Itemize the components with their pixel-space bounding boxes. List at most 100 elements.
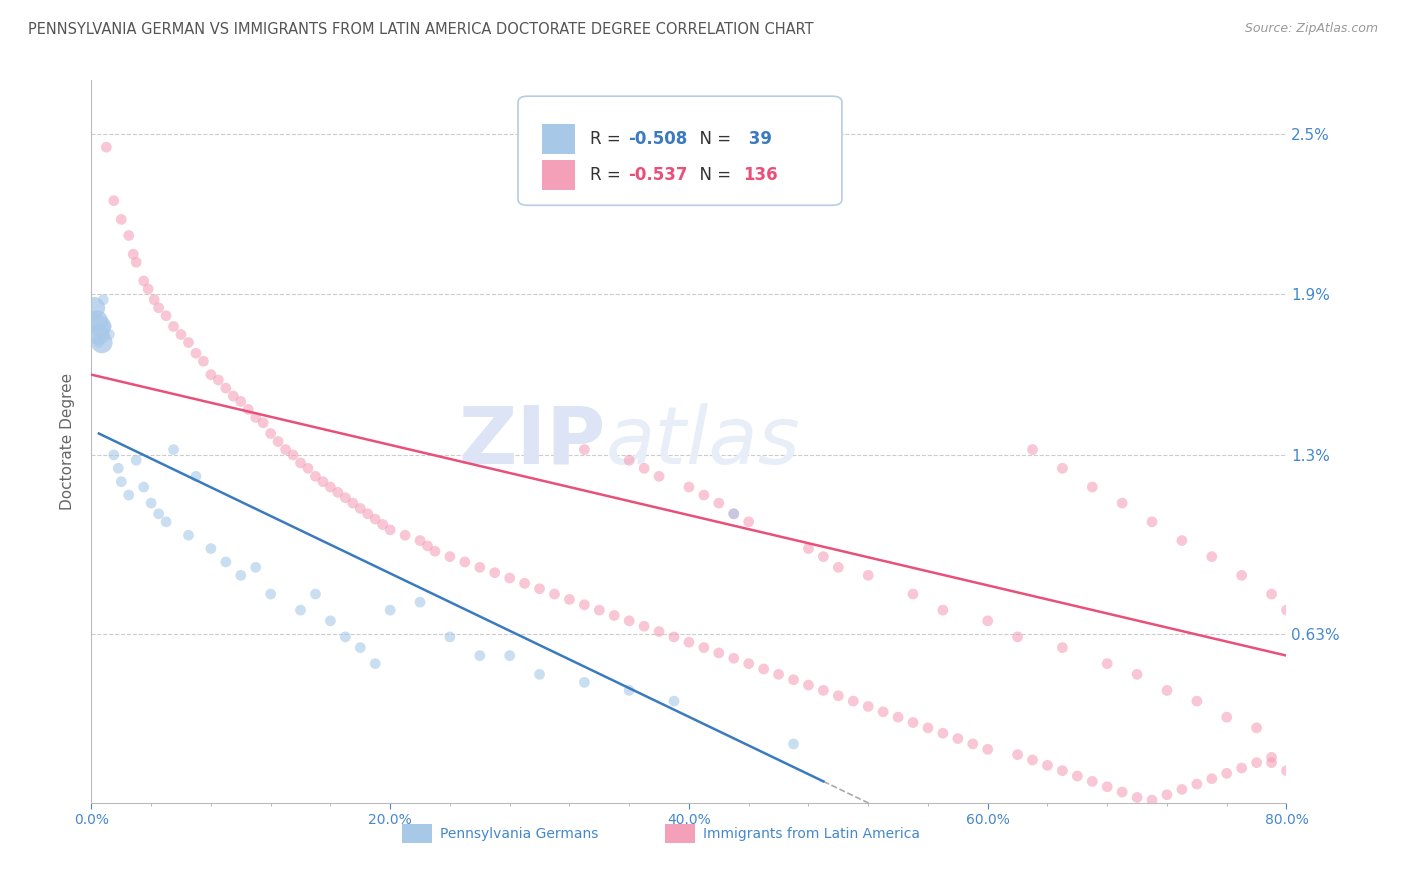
- Point: [723, 507, 745, 521]
- Point: [281, 448, 304, 462]
- Point: [357, 507, 380, 521]
- Point: [1066, 769, 1088, 783]
- Point: [588, 603, 610, 617]
- Point: [184, 346, 207, 360]
- Point: [136, 282, 159, 296]
- Point: [319, 614, 342, 628]
- Point: [1021, 753, 1043, 767]
- Point: [229, 568, 252, 582]
- Point: [1246, 721, 1268, 735]
- Point: [245, 560, 267, 574]
- Point: [856, 568, 880, 582]
- Point: [648, 469, 671, 483]
- Bar: [402, 824, 432, 843]
- Point: [107, 461, 129, 475]
- Point: [1275, 764, 1298, 778]
- Point: [1185, 694, 1208, 708]
- Point: [976, 614, 998, 628]
- Point: [856, 699, 880, 714]
- Point: [423, 544, 446, 558]
- Point: [1185, 777, 1208, 791]
- Point: [304, 469, 326, 483]
- Point: [200, 368, 222, 382]
- Point: [1201, 549, 1223, 564]
- Point: [177, 528, 200, 542]
- Point: [155, 309, 177, 323]
- Point: [782, 673, 804, 687]
- Text: ZIP: ZIP: [458, 402, 605, 481]
- Point: [484, 566, 506, 580]
- Point: [842, 694, 865, 708]
- Point: [1140, 793, 1163, 807]
- Point: [215, 555, 238, 569]
- Point: [917, 721, 939, 735]
- Text: Source: ZipAtlas.com: Source: ZipAtlas.com: [1244, 22, 1378, 36]
- Point: [976, 742, 998, 756]
- Point: [1036, 758, 1059, 772]
- Point: [498, 571, 520, 585]
- Point: [1111, 785, 1133, 799]
- Point: [827, 560, 849, 574]
- Point: [468, 560, 491, 574]
- Point: [93, 293, 115, 307]
- Bar: [541, 124, 575, 154]
- Text: Pennsylvania Germans: Pennsylvania Germans: [440, 827, 599, 841]
- Point: [1260, 756, 1282, 770]
- Point: [177, 335, 200, 350]
- Point: [378, 603, 402, 617]
- Point: [633, 619, 655, 633]
- Point: [148, 301, 170, 315]
- Point: [297, 461, 319, 475]
- Point: [84, 309, 107, 323]
- Point: [797, 541, 820, 556]
- Point: [162, 319, 184, 334]
- Point: [707, 496, 730, 510]
- Point: [1081, 480, 1104, 494]
- Point: [468, 648, 491, 663]
- Point: [103, 448, 125, 462]
- Point: [678, 635, 700, 649]
- Point: [1052, 764, 1074, 778]
- Point: [118, 228, 141, 243]
- Point: [141, 496, 162, 510]
- Point: [1215, 710, 1237, 724]
- Point: [259, 426, 281, 441]
- Point: [184, 469, 207, 483]
- Point: [619, 683, 641, 698]
- Point: [678, 480, 700, 494]
- Point: [326, 485, 349, 500]
- Point: [98, 327, 121, 342]
- Point: [378, 523, 402, 537]
- Point: [1052, 640, 1074, 655]
- Text: N =: N =: [689, 166, 737, 184]
- Point: [1246, 756, 1268, 770]
- Point: [87, 335, 110, 350]
- Point: [125, 453, 148, 467]
- Point: [1275, 603, 1298, 617]
- Point: [1156, 788, 1178, 802]
- Point: [513, 576, 536, 591]
- Point: [1081, 774, 1104, 789]
- Point: [162, 442, 184, 457]
- Point: [193, 354, 215, 368]
- Point: [132, 274, 155, 288]
- Point: [603, 608, 626, 623]
- Point: [1171, 782, 1194, 797]
- Point: [1097, 657, 1119, 671]
- Point: [148, 507, 170, 521]
- Point: [394, 528, 416, 542]
- Point: [813, 549, 835, 564]
- Point: [619, 453, 641, 467]
- Text: 39: 39: [742, 130, 772, 148]
- Point: [349, 501, 371, 516]
- Point: [529, 582, 551, 596]
- Point: [872, 705, 894, 719]
- Point: [342, 496, 364, 510]
- Point: [409, 595, 432, 609]
- Point: [252, 416, 274, 430]
- Point: [1126, 667, 1149, 681]
- Point: [1097, 780, 1119, 794]
- Point: [439, 630, 461, 644]
- Point: [723, 507, 745, 521]
- Point: [619, 614, 641, 628]
